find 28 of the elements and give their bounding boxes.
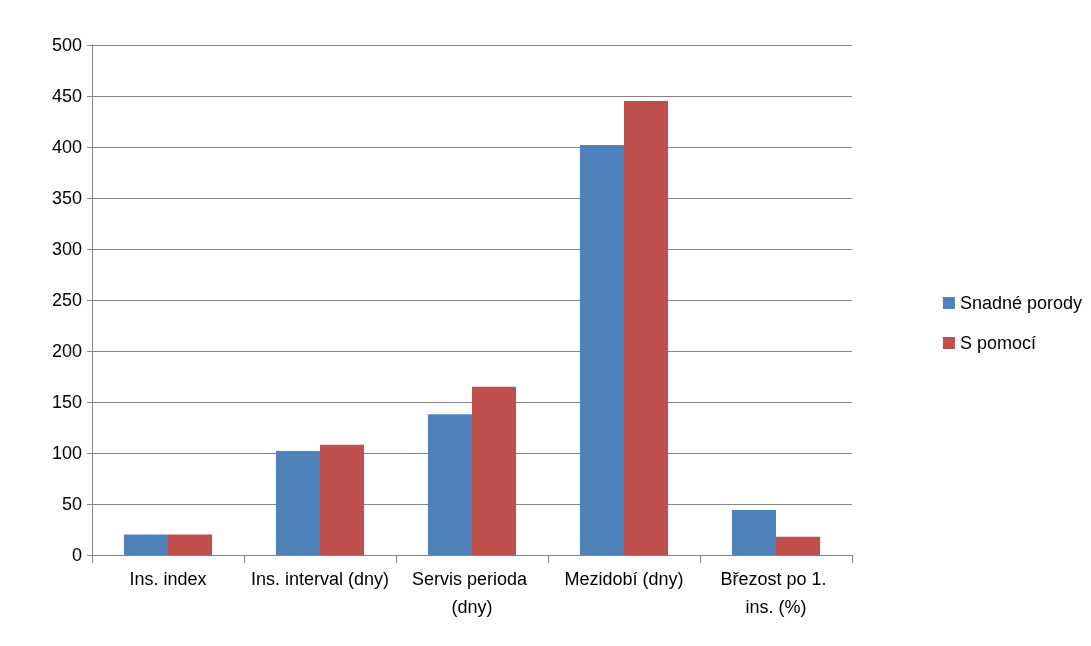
bar: [776, 536, 821, 555]
y-tick-label: 400: [51, 137, 82, 157]
bar: [320, 444, 365, 555]
bar: [275, 450, 320, 555]
y-tick-label: 250: [51, 290, 82, 310]
y-tick-label: 200: [51, 341, 82, 361]
bar: [427, 414, 472, 555]
x-tick-label: Ins. index: [129, 569, 207, 589]
y-tick-label: 450: [51, 86, 82, 106]
legend-label: S pomocí: [959, 333, 1036, 353]
y-tick-label: 100: [51, 443, 82, 463]
bar: [624, 101, 669, 555]
y-tick-label: 150: [51, 392, 82, 412]
bar: [731, 510, 776, 555]
y-tick-label: 500: [51, 35, 82, 55]
y-tick-label: 300: [51, 239, 82, 259]
x-tick-label: Mezidobí (dny): [564, 569, 684, 589]
x-tick-label: Servis perioda (dny): [411, 569, 533, 617]
x-tick-label: Ins. interval (dny): [250, 569, 390, 589]
bar: [472, 386, 517, 555]
legend-label: Snadné porody: [959, 293, 1083, 313]
y-tick-label: 350: [51, 188, 82, 208]
y-tick-label: 50: [61, 494, 82, 514]
bar: [123, 534, 168, 555]
x-tick-label: Březost po 1. ins. (%): [720, 569, 832, 617]
bar: [579, 144, 624, 555]
y-tick-label: 0: [71, 545, 82, 565]
bar: [168, 534, 213, 555]
